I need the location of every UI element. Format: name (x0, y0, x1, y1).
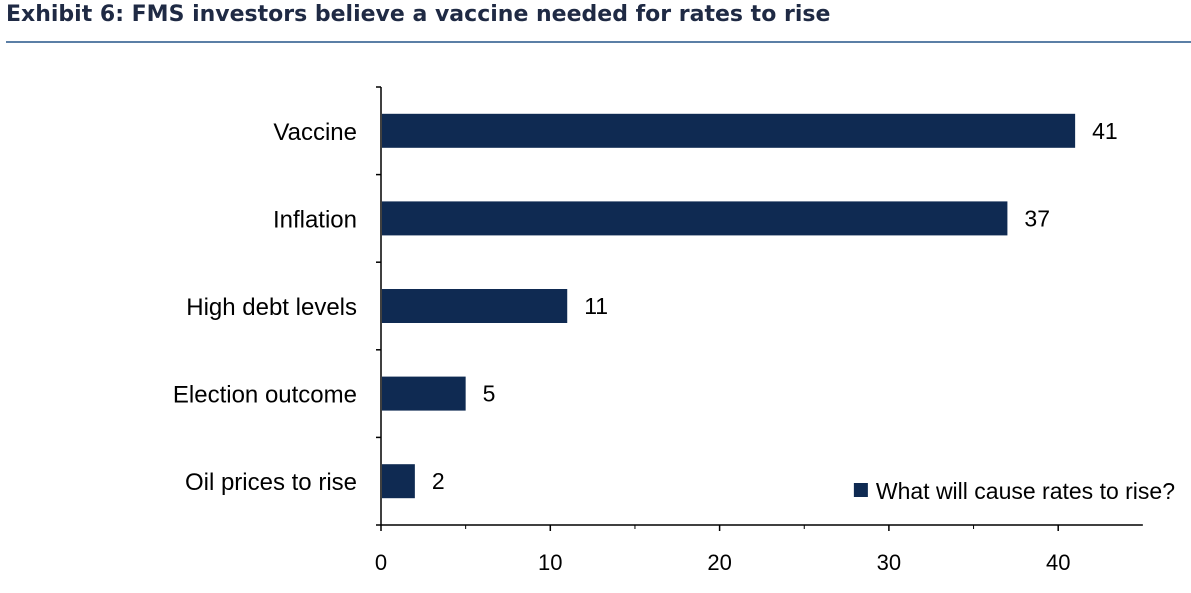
bar-election-outcome (382, 376, 466, 411)
category-label: Election outcome (173, 382, 357, 409)
bar-inflation (382, 201, 1008, 236)
value-label-group: 41 37 11 5 2 (432, 118, 1118, 494)
bar-oil-prices-to-rise (382, 464, 415, 499)
x-tick-label: 0 (375, 550, 387, 575)
value-label: 37 (1024, 205, 1050, 231)
bar-group (382, 113, 1076, 499)
value-label: 5 (483, 381, 496, 407)
value-label: 2 (432, 468, 445, 494)
x-tick-label: 20 (707, 550, 731, 575)
tick-label-group: 0 10 20 30 40 (375, 550, 1071, 575)
category-label: High debt levels (186, 294, 357, 321)
bar-high-debt-levels (382, 289, 568, 323)
category-label: Vaccine (273, 119, 357, 146)
x-tick-label: 40 (1046, 550, 1070, 575)
x-tick-label: 10 (538, 550, 562, 575)
title-divider (6, 41, 1191, 43)
bar-vaccine (382, 113, 1076, 148)
value-label: 41 (1092, 118, 1118, 144)
legend-label: What will cause rates to rise? (876, 478, 1175, 504)
chart-title: Exhibit 6: FMS investors believe a vacci… (6, 2, 831, 27)
category-label: Oil prices to rise (185, 469, 357, 496)
category-label: Inflation (273, 206, 357, 233)
legend-swatch (853, 483, 868, 497)
axes (376, 86, 1143, 531)
category-label-group: Vaccine Inflation High debt levels Election… (173, 119, 357, 496)
value-label: 11 (584, 293, 608, 319)
legend: What will cause rates to rise? (853, 478, 1175, 504)
x-tick-label: 30 (877, 550, 901, 575)
